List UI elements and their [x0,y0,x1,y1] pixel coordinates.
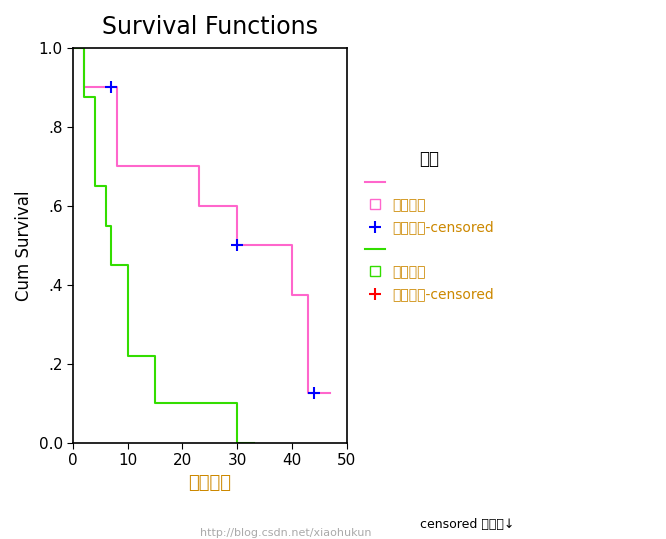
Text: http://blog.csdn.net/xiaohukun: http://blog.csdn.net/xiaohukun [200,528,372,538]
Y-axis label: Cum Survival: Cum Survival [15,190,33,301]
Text: censored 为截尾↓: censored 为截尾↓ [420,518,514,531]
Title: Survival Functions: Survival Functions [102,15,318,39]
X-axis label: 生存时间: 生存时间 [188,474,231,492]
Legend: , 乙疗法组, 乙疗法组-censored, , 甲疗法组, 甲疗法组-censored: , 乙疗法组, 乙疗法组-censored, , 甲疗法组, 甲疗法组-cens… [359,144,500,307]
